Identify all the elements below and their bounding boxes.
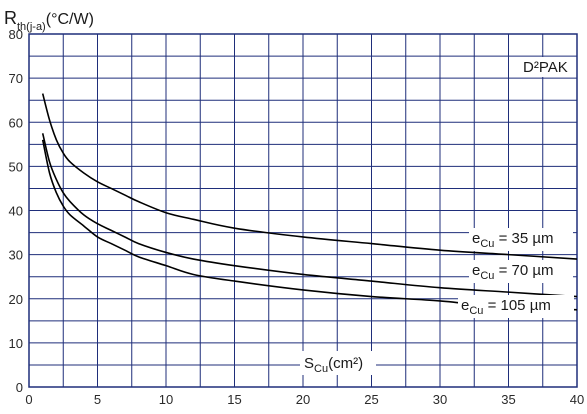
- package-annotation: D²PAK: [523, 59, 568, 76]
- legend-label-main: e: [472, 262, 480, 279]
- x-tick-label: 25: [364, 392, 378, 407]
- legend-label-text: eCu = 70 µm: [472, 262, 554, 282]
- y-axis-label-main: R: [4, 8, 17, 28]
- x-tick-label: 35: [501, 392, 515, 407]
- x-axis-label: SCu(cm²): [304, 355, 363, 375]
- x-axis-label-main: S: [304, 355, 314, 372]
- legend-label-sub: Cu: [480, 238, 494, 250]
- legend-label-value: = 35 µm: [494, 230, 553, 247]
- legend-label-text: eCu = 35 µm: [472, 230, 554, 250]
- legend-label-bg: [458, 295, 574, 318]
- x-tick-label: 10: [159, 392, 173, 407]
- legend-label-sub: Cu: [469, 305, 483, 317]
- grid: [28, 33, 578, 388]
- y-tick-label: 10: [9, 336, 23, 351]
- y-tick-label: 80: [9, 27, 23, 42]
- x-tick-label: 20: [296, 392, 310, 407]
- legend-label-2: eCu = 70 µm: [469, 260, 573, 283]
- legend-label-bg: [469, 228, 573, 251]
- y-tick-label: 70: [9, 71, 23, 86]
- plot-frame: [28, 33, 578, 388]
- legend-label-sub: Cu: [480, 270, 494, 282]
- curves: [41, 93, 578, 311]
- legend-label-1: eCu = 35 µm: [469, 228, 573, 251]
- legend-label-main: e: [472, 230, 480, 247]
- legend-label-value: = 105 µm: [483, 297, 550, 314]
- y-tick-label: 60: [9, 115, 23, 130]
- y-axis-label: Rth(j-a)(°C/W): [4, 8, 94, 33]
- legend-label-main: e: [461, 297, 469, 314]
- legend-label-text: eCu = 105 µm: [461, 297, 551, 317]
- y-tick-label: 20: [9, 292, 23, 307]
- y-tick-label: 40: [9, 204, 23, 219]
- x-axis-label-bg: [300, 351, 376, 375]
- x-tick-label: 15: [227, 392, 241, 407]
- y-tick-label: 30: [9, 248, 23, 263]
- x-axis-label-unit: (cm²): [328, 355, 363, 372]
- x-tick-label: 0: [25, 392, 32, 407]
- package-annotation-group: D²PAK: [516, 57, 576, 77]
- x-tick-label: 5: [94, 392, 101, 407]
- y-axis-label-sub: th(j-a): [17, 21, 46, 33]
- y-tick-label: 0: [16, 380, 23, 395]
- legend-label-value: = 70 µm: [494, 262, 553, 279]
- y-tick-label: 50: [9, 159, 23, 174]
- x-tick-label: 40: [570, 392, 584, 407]
- series-line-2: [41, 133, 578, 298]
- x-tick-label: 30: [433, 392, 447, 407]
- package-annotation-bg: [516, 57, 576, 77]
- y-tick-labels: 0 10 20 30 40 50 60 70 80: [9, 27, 23, 395]
- x-tick-labels: 0 5 10 15 20 25 30 35 40: [25, 392, 584, 407]
- y-axis-label-unit: (°C/W): [46, 11, 94, 28]
- legend-label-3: eCu = 105 µm: [458, 295, 574, 318]
- legend-label-bg: [469, 260, 573, 283]
- series-line-1: [41, 93, 578, 260]
- series-line-3: [41, 139, 578, 311]
- x-axis-label-sub: Cu: [314, 363, 328, 375]
- x-axis-label-group: SCu(cm²): [300, 351, 376, 375]
